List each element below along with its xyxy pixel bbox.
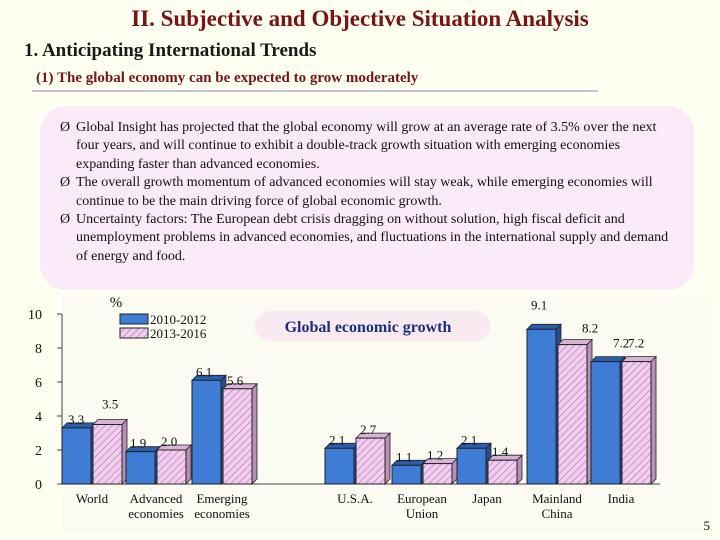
- bar-side-face: [650, 355, 657, 485]
- x-tick-label: Advanced: [130, 491, 183, 506]
- bar-value-label: 1.2: [427, 448, 443, 463]
- subsection-underline: [32, 90, 599, 92]
- section-heading: 1. Anticipating International Trends: [24, 40, 317, 61]
- bar: [92, 424, 123, 485]
- bullet-text: Global Insight has projected that the gl…: [76, 120, 657, 172]
- bar: [222, 388, 253, 485]
- bar-side-face: [251, 382, 258, 485]
- arrow-bullet-icon: Ø: [60, 212, 71, 228]
- bar: [590, 361, 621, 485]
- page-number: 5: [703, 518, 711, 533]
- bar-side-face: [516, 454, 523, 485]
- x-tick-label: Union: [406, 506, 439, 521]
- bar: [191, 379, 222, 485]
- bullet-list: Ø Global Insight has projected that the …: [60, 119, 678, 266]
- bar-value-label: 1.4: [492, 444, 509, 459]
- legend-swatch-2010-2012: [119, 313, 149, 325]
- bar-value-label: 9.1: [531, 297, 547, 312]
- bullet-text: Uncertainty factors: The European debt c…: [76, 212, 669, 264]
- arrow-bullet-icon: Ø: [60, 120, 71, 135]
- y-tick-label: 8: [35, 342, 42, 357]
- bar-top-face: [621, 356, 657, 363]
- bar-value-label: 2.0: [161, 434, 177, 449]
- y-tick-label: 2: [35, 444, 42, 459]
- bar: [422, 463, 453, 485]
- y-tick-label: 6: [35, 376, 42, 391]
- legend-label: 2013-2016: [150, 326, 207, 341]
- bar-value-label: 2.7: [360, 422, 377, 437]
- bar-top-face: [557, 339, 593, 346]
- bar: [156, 449, 187, 485]
- bar: [487, 459, 518, 485]
- bullet-item: Ø The overall growth momentum of advance…: [60, 174, 678, 211]
- y-axis-unit-label: %: [110, 295, 123, 311]
- bar: [526, 328, 557, 485]
- bar-value-label: 1.9: [130, 436, 146, 451]
- bar: [324, 447, 355, 485]
- bar-value-label: 1.1: [396, 449, 412, 464]
- bar-side-face: [451, 457, 458, 485]
- bar: [391, 464, 422, 485]
- chart-title-callout: [255, 311, 490, 341]
- bullet-item: Ø Uncertainty factors: The European debt…: [60, 211, 678, 266]
- bar-side-face: [185, 444, 192, 485]
- legend-label: 2010-2012: [150, 312, 206, 327]
- x-tick-label: India: [608, 491, 635, 506]
- bar-top-face: [92, 419, 128, 425]
- x-tick-label: European: [397, 491, 447, 506]
- x-tick-label: China: [541, 506, 572, 521]
- bar-top-face: [590, 356, 626, 363]
- x-tick-label: economies: [194, 506, 250, 521]
- bar-value-label: 7.2: [628, 336, 644, 351]
- bar: [61, 427, 92, 485]
- bar-value-label: 5.6: [227, 373, 244, 388]
- bar-value-label: 3.5: [102, 397, 118, 412]
- slide-title: II. Subjective and Objective Situation A…: [131, 6, 589, 31]
- x-tick-label: economies: [128, 506, 184, 521]
- bar: [557, 344, 588, 485]
- bar-top-face: [526, 323, 562, 330]
- bar-value-label: 7.2: [613, 336, 629, 351]
- x-tick-label: Emerging: [196, 491, 248, 506]
- bar: [355, 437, 386, 485]
- y-tick-label: 10: [28, 308, 42, 323]
- subsection-heading-text: (1) The global economy can be expected t…: [36, 70, 419, 86]
- bar-value-label: 2.1: [461, 432, 477, 447]
- arrow-bullet-icon: Ø: [60, 175, 71, 191]
- bar-value-label: 2.1: [329, 432, 345, 447]
- subsection-heading: (1) The global economy can be expected t…: [32, 70, 599, 92]
- bar: [621, 361, 652, 485]
- bar-value-label: 8.2: [582, 321, 598, 336]
- x-tick-label: Mainland: [532, 491, 582, 506]
- x-tick-label: World: [76, 491, 109, 506]
- bullet-panel: [40, 106, 694, 290]
- chart-title: Global economic growth: [285, 319, 452, 336]
- bar: [456, 447, 487, 485]
- bar-value-label: 6.1: [196, 364, 212, 379]
- bullet-item: Ø Global Insight has projected that the …: [60, 119, 678, 174]
- y-tick-label: 0: [35, 478, 42, 493]
- bar: [125, 451, 156, 485]
- x-tick-label: U.S.A.: [337, 491, 373, 506]
- y-tick-label: 4: [35, 410, 42, 425]
- bullet-text: The overall growth momentum of advanced …: [76, 175, 653, 209]
- bar-value-label: 3.3: [68, 412, 84, 427]
- legend-swatch-2013-2016: [119, 327, 149, 339]
- bar-side-face: [384, 432, 391, 485]
- x-tick-label: Japan: [472, 491, 502, 506]
